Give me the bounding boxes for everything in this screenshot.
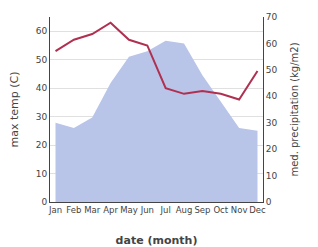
svg-text:Jun: Jun (140, 205, 154, 215)
svg-text:Aug: Aug (176, 205, 193, 215)
svg-text:Feb: Feb (66, 205, 81, 215)
svg-text:0: 0 (41, 197, 47, 207)
svg-text:30: 30 (36, 112, 48, 122)
svg-text:60: 60 (266, 39, 278, 49)
svg-text:20: 20 (36, 140, 48, 150)
svg-text:20: 20 (266, 144, 278, 154)
svg-text:Oct: Oct (213, 205, 228, 215)
svg-text:Mar: Mar (84, 205, 101, 215)
svg-text:Nov: Nov (231, 205, 248, 215)
svg-text:50: 50 (36, 55, 48, 65)
svg-text:med. precipitation (kg/m2): med. precipitation (kg/m2) (289, 42, 300, 176)
svg-text:date (month): date (month) (116, 234, 198, 247)
svg-text:Sep: Sep (194, 205, 210, 215)
svg-text:50: 50 (266, 65, 278, 75)
svg-text:10: 10 (36, 169, 48, 179)
svg-text:Jul: Jul (160, 205, 171, 215)
svg-text:Dec: Dec (249, 205, 266, 215)
svg-text:max temp (C): max temp (C) (8, 71, 21, 147)
svg-text:Apr: Apr (103, 205, 118, 215)
svg-text:0: 0 (266, 197, 272, 207)
svg-text:Jan: Jan (48, 205, 62, 215)
svg-text:30: 30 (266, 118, 278, 128)
svg-text:10: 10 (266, 171, 278, 181)
svg-text:70: 70 (266, 12, 278, 22)
svg-text:40: 40 (266, 91, 278, 101)
svg-text:60: 60 (36, 26, 48, 36)
svg-text:40: 40 (36, 83, 48, 93)
svg-text:May: May (120, 205, 138, 215)
